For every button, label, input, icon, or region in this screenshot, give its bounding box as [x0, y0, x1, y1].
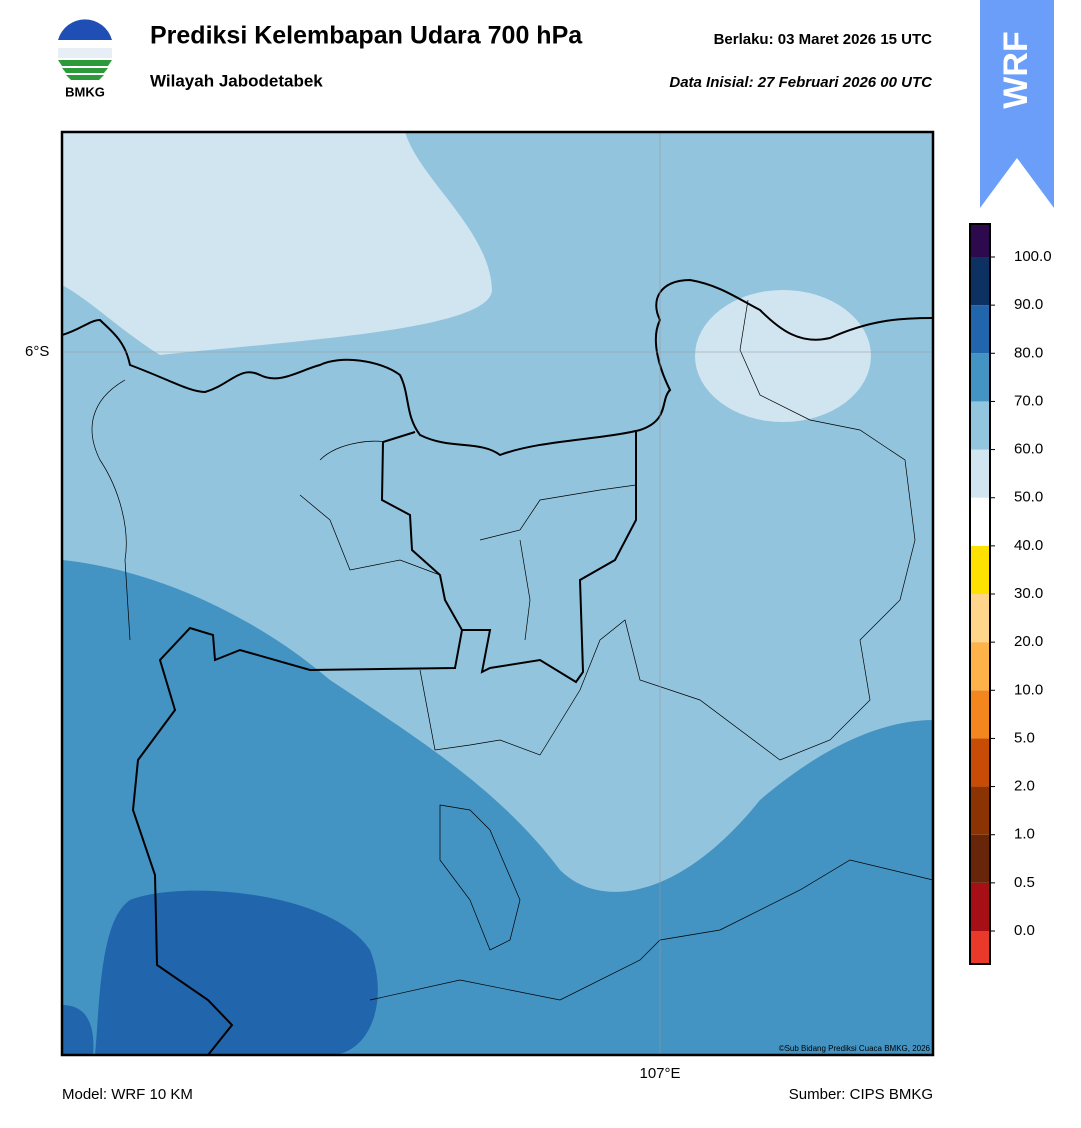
title: Prediksi Kelembapan Udara 700 hPa: [150, 22, 583, 50]
colorbar-segment: [970, 449, 990, 498]
colorbar-label: 90.0: [1014, 296, 1043, 313]
colorbar-label: 5.0: [1014, 729, 1035, 746]
colorbar-segment: [970, 738, 990, 787]
map: ©Sub Bidang Prediksi Cuaca BMKG, 2026: [62, 132, 933, 1055]
colorbar-segment: [970, 401, 990, 450]
colorbar-label: 0.0: [1014, 922, 1035, 939]
colorbar-label: 0.5: [1014, 874, 1035, 891]
colorbar-label: 100.0: [1014, 248, 1052, 265]
colorbar-label: 40.0: [1014, 537, 1043, 554]
colorbar-label: 30.0: [1014, 585, 1043, 602]
colorbar-segment: [970, 882, 990, 931]
logo-text: BMKG: [65, 84, 105, 99]
lon-label: 107°E: [639, 1065, 680, 1082]
colorbar-segment: [970, 931, 990, 964]
banner-text: WRF: [997, 31, 1035, 108]
colorbar-segment: [970, 690, 990, 739]
colorbar-label: 10.0: [1014, 681, 1043, 698]
colorbar-label: 80.0: [1014, 344, 1043, 361]
colorbar-label: 1.0: [1014, 826, 1035, 843]
colorbar-segment: [970, 257, 990, 306]
colorbar-segment: [970, 786, 990, 835]
colorbar-segment: [970, 353, 990, 402]
colorbar-segment: [970, 497, 990, 546]
valid-time: Berlaku: 03 Maret 2026 15 UTC: [714, 31, 933, 48]
subtitle: Wilayah Jabodetabek: [150, 71, 323, 90]
credit: ©Sub Bidang Prediksi Cuaca BMKG, 2026: [779, 1044, 931, 1053]
colorbar-segment: [970, 642, 990, 691]
colorbar-segment: [970, 834, 990, 883]
colorbar-segment: [970, 545, 990, 594]
colorbar-label: 70.0: [1014, 392, 1043, 409]
init-time: Data Inisial: 27 Februari 2026 00 UTC: [669, 74, 933, 91]
colorbar-segment: [970, 594, 990, 643]
colorbar-label: 20.0: [1014, 633, 1043, 650]
colorbar-label: 60.0: [1014, 441, 1043, 458]
colorbar: 0.0 0.5 1.0 2.0 5.0 10.0 20.0 30.0 40.0 50.0 60.0 7…: [969, 223, 1052, 965]
colorbar-segment: [970, 224, 990, 257]
lat-label: 6°S: [25, 343, 49, 360]
colorbar-label: 2.0: [1014, 778, 1035, 795]
wrf-banner: [980, 0, 1054, 208]
logo: BMKG: [58, 19, 112, 99]
map-frame: [60, 130, 935, 1057]
footer-source: Sumber: CIPS BMKG: [789, 1086, 933, 1103]
colorbar-segment: [970, 305, 990, 354]
colorbar-label: 50.0: [1014, 489, 1043, 506]
footer-model: Model: WRF 10 KM: [62, 1086, 193, 1103]
